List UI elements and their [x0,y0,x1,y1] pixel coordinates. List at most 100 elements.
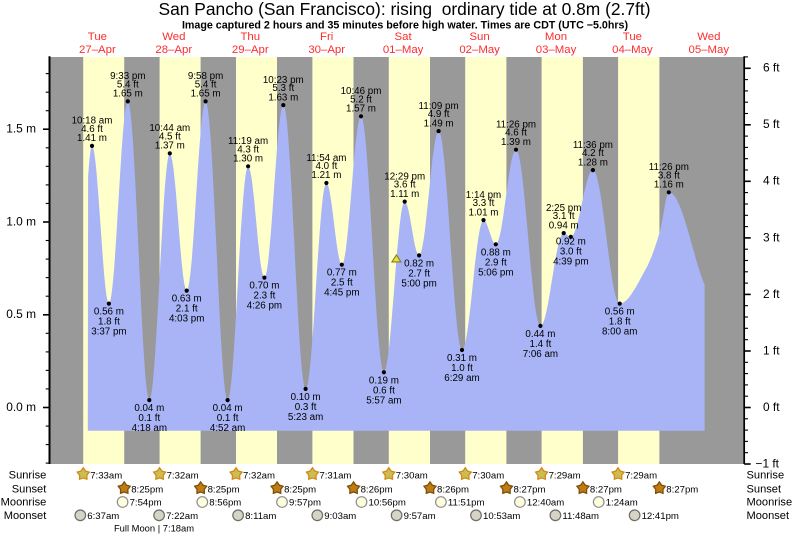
svg-text:Moonset: Moonset [747,510,790,522]
svg-text:8:25pm: 8:25pm [284,484,316,495]
svg-text:8:27pm: 8:27pm [590,484,622,495]
svg-text:29–Apr: 29–Apr [232,44,269,56]
svg-text:0.44 m: 0.44 m [525,329,555,340]
svg-text:5.4 ft: 5.4 ft [117,79,139,90]
svg-text:Sun: Sun [469,31,489,43]
svg-text:11:09 pm: 11:09 pm [419,101,459,112]
svg-text:10:23 pm: 10:23 pm [263,75,304,86]
svg-text:28–Apr: 28–Apr [155,44,192,56]
svg-text:1.4 ft: 1.4 ft [530,339,552,350]
svg-text:Full Moon | 7:18am: Full Moon | 7:18am [114,522,194,533]
svg-text:03–May: 03–May [536,44,577,56]
svg-text:0.19 m: 0.19 m [369,375,399,386]
svg-text:11:48am: 11:48am [562,511,599,522]
svg-text:Tue: Tue [88,31,107,43]
svg-text:0.1 ft: 0.1 ft [217,413,239,424]
svg-text:1.39 m: 1.39 m [501,137,531,148]
svg-text:5:23 am: 5:23 am [288,412,323,423]
svg-text:1.49 m: 1.49 m [424,118,454,129]
svg-text:1.41 m: 1.41 m [77,133,107,144]
svg-text:9:58 pm: 9:58 pm [188,71,223,82]
svg-text:1.21 m: 1.21 m [311,170,341,181]
svg-text:3:37 pm: 3:37 pm [91,327,126,338]
svg-text:8:25pm: 8:25pm [208,484,240,495]
svg-text:5.4 ft: 5.4 ft [195,79,217,90]
svg-text:1.16 m: 1.16 m [654,180,684,191]
svg-text:7:29am: 7:29am [549,471,581,482]
svg-text:8:26pm: 8:26pm [361,484,393,495]
svg-text:10:53am: 10:53am [483,511,520,522]
svg-text:0.94 m: 0.94 m [549,220,579,231]
svg-text:0.04 m: 0.04 m [134,403,164,414]
svg-text:1.30 m: 1.30 m [233,154,263,165]
svg-text:Sat: Sat [395,31,413,43]
svg-text:9:57am: 9:57am [404,511,436,522]
svg-text:9:33 pm: 9:33 pm [110,71,145,82]
svg-text:Thu: Thu [240,31,260,43]
svg-text:0.63 m: 0.63 m [172,294,202,305]
svg-text:3.1 ft: 3.1 ft [553,211,575,222]
svg-text:0.82 m: 0.82 m [404,258,434,269]
svg-text:4:18 am: 4:18 am [132,423,167,434]
svg-text:5:57 am: 5:57 am [366,395,401,406]
svg-text:30–Apr: 30–Apr [308,44,345,56]
svg-text:5.3 ft: 5.3 ft [272,83,294,94]
svg-text:1.65 m: 1.65 m [191,89,221,100]
svg-text:0.1 ft: 0.1 ft [138,413,160,424]
svg-text:Sunset: Sunset [747,484,782,496]
svg-text:4:39 pm: 4:39 pm [553,256,588,267]
svg-text:0.70 m: 0.70 m [249,281,279,292]
svg-text:3 ft: 3 ft [763,230,780,244]
svg-text:2.1 ft: 2.1 ft [176,304,198,315]
svg-text:0.0 m: 0.0 m [6,400,36,414]
svg-text:Wed: Wed [697,31,720,43]
svg-text:1.01 m: 1.01 m [469,207,499,218]
svg-text:1.11 m: 1.11 m [390,189,419,200]
svg-text:11:36 pm: 11:36 pm [573,140,613,151]
svg-text:2.7 ft: 2.7 ft [408,268,430,279]
svg-text:2.9 ft: 2.9 ft [485,257,507,268]
svg-text:0.3 ft: 0.3 ft [295,402,317,413]
svg-text:1.57 m: 1.57 m [346,104,376,115]
svg-text:1.37 m: 1.37 m [155,141,185,152]
svg-text:0.88 m: 0.88 m [481,247,511,258]
svg-text:8:11am: 8:11am [245,511,276,522]
svg-text:Fri: Fri [320,31,333,43]
svg-text:8:27pm: 8:27pm [666,484,698,495]
svg-text:7:32am: 7:32am [243,471,275,482]
svg-text:7:30am: 7:30am [396,471,428,482]
svg-text:10:18 am: 10:18 am [72,116,113,127]
svg-text:8:56pm: 8:56pm [209,497,241,508]
svg-text:7:33am: 7:33am [90,471,122,482]
svg-text:05–May: 05–May [689,44,730,56]
svg-text:Tue: Tue [623,31,642,43]
svg-text:4.6 ft: 4.6 ft [505,128,527,139]
svg-text:11:54 am: 11:54 am [306,153,346,164]
svg-text:8:27pm: 8:27pm [514,484,546,495]
svg-text:1:24am: 1:24am [606,497,638,508]
svg-text:Moonset: Moonset [4,510,47,522]
svg-text:4.9 ft: 4.9 ft [428,109,450,120]
svg-text:4:03 pm: 4:03 pm [169,314,204,325]
svg-text:11:51pm: 11:51pm [448,497,485,508]
svg-text:Wed: Wed [162,31,185,43]
svg-text:3.8 ft: 3.8 ft [658,170,680,181]
svg-text:7:54pm: 7:54pm [130,497,162,508]
svg-text:0.04 m: 0.04 m [213,403,243,414]
svg-text:5:00 pm: 5:00 pm [401,278,436,289]
svg-text:12:29 pm: 12:29 pm [384,171,425,182]
svg-text:Moonrise: Moonrise [747,496,793,508]
svg-text:01–May: 01–May [383,44,424,56]
svg-text:27–Apr: 27–Apr [79,44,116,56]
svg-text:04–May: 04–May [612,44,653,56]
svg-text:0.10 m: 0.10 m [291,392,321,403]
svg-text:4:45 pm: 4:45 pm [324,288,359,299]
svg-text:4.2 ft: 4.2 ft [582,148,604,159]
svg-text:1.0 m: 1.0 m [6,214,36,228]
svg-text:4:52 am: 4:52 am [210,423,245,434]
svg-text:10:56pm: 10:56pm [369,497,406,508]
svg-text:7:30am: 7:30am [472,471,504,482]
svg-text:1.8 ft: 1.8 ft [609,317,631,328]
svg-text:San Pancho (San Francisco): ri: San Pancho (San Francisco): rising ordin… [159,0,651,19]
svg-text:5 ft: 5 ft [763,117,780,131]
